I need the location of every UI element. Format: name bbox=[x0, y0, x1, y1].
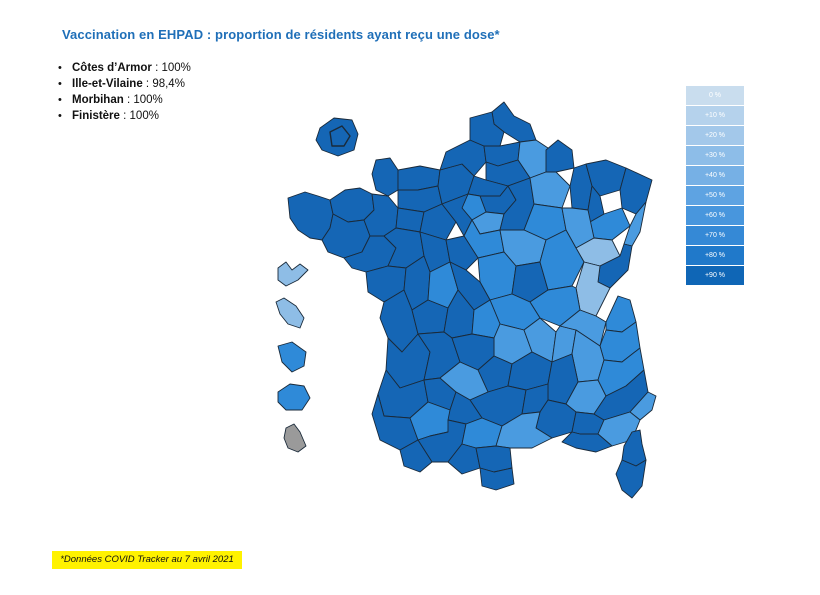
footnote: *Données COVID Tracker au 7 avril 2021 bbox=[52, 551, 242, 569]
legend-item: +90 % bbox=[686, 266, 744, 286]
department-bas-rhin[interactable] bbox=[619, 167, 653, 215]
department-manche[interactable] bbox=[371, 157, 399, 197]
department-bouches-du-rhone[interactable] bbox=[561, 431, 613, 453]
department-pyrenees-orientales[interactable] bbox=[479, 467, 515, 491]
department-pas-de-calais[interactable] bbox=[469, 111, 505, 147]
department-name: Côtes d’Armor bbox=[72, 62, 152, 74]
department-name: Morbihan bbox=[72, 94, 124, 106]
legend-item: +20 % bbox=[686, 126, 744, 146]
department-finistere[interactable] bbox=[287, 191, 334, 241]
legend-item: +10 % bbox=[686, 106, 744, 126]
department-inset-paris[interactable] bbox=[315, 117, 359, 157]
department-guadeloupe[interactable] bbox=[277, 261, 309, 287]
department-value: : 100% bbox=[123, 94, 163, 106]
inset-paris-inner bbox=[329, 125, 351, 147]
department-name: Finistère bbox=[72, 110, 120, 122]
department-value: : 100% bbox=[151, 62, 191, 74]
legend: 0 % +10 % +20 % +30 % +40 % +50 % +60 % … bbox=[686, 86, 744, 286]
list-item: • Côtes d’Armor : 100% bbox=[58, 62, 191, 74]
legend-item: +80 % bbox=[686, 246, 744, 266]
legend-item: 0 % bbox=[686, 86, 744, 106]
department-loir-et-cher[interactable] bbox=[445, 235, 479, 271]
legend-item: +40 % bbox=[686, 166, 744, 186]
department-calvados[interactable] bbox=[397, 165, 441, 191]
department-value: : 98,4% bbox=[142, 78, 185, 90]
department-martinique[interactable] bbox=[275, 297, 305, 329]
department-name: Ille-et-Vilaine bbox=[72, 78, 143, 90]
department-mayotte[interactable] bbox=[283, 423, 307, 453]
department-guyane[interactable] bbox=[277, 341, 307, 373]
department-corse-du-sud[interactable] bbox=[615, 459, 647, 499]
department-marne[interactable] bbox=[529, 171, 571, 209]
department-ardennes[interactable] bbox=[545, 139, 575, 173]
highlights-list: • Côtes d’Armor : 100% • Ille-et-Vilaine :… bbox=[58, 60, 191, 124]
department-cote-dor[interactable] bbox=[539, 229, 585, 291]
department-la-reunion[interactable] bbox=[277, 383, 311, 411]
page-title: Vaccination en EHPAD : proportion de rés… bbox=[62, 27, 500, 42]
legend-item: +50 % bbox=[686, 186, 744, 206]
list-item: • Morbihan : 100% bbox=[58, 94, 163, 106]
department-hautes-pyrenees[interactable] bbox=[399, 439, 433, 473]
legend-item: +60 % bbox=[686, 206, 744, 226]
legend-item: +70 % bbox=[686, 226, 744, 246]
list-item: • Finistère : 100% bbox=[58, 110, 159, 122]
department-sarthe[interactable] bbox=[419, 203, 457, 241]
department-value: : 100% bbox=[119, 110, 159, 122]
list-item: • Ille-et-Vilaine : 98,4% bbox=[58, 78, 185, 90]
legend-item: +30 % bbox=[686, 146, 744, 166]
